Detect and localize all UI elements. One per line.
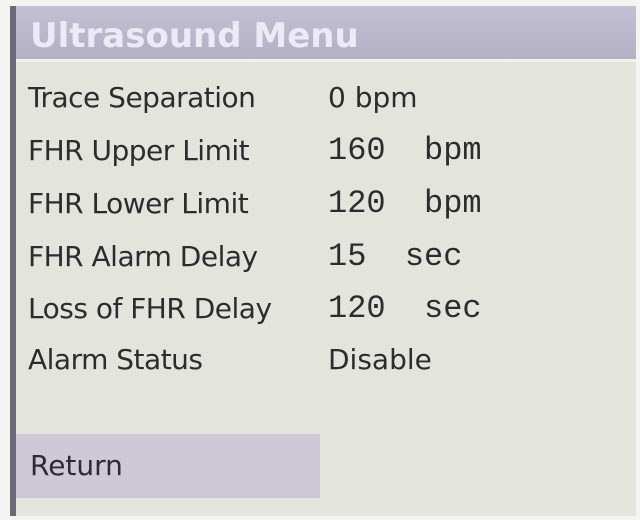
setting-label: FHR Alarm Delay [28,232,258,282]
menu-row[interactable]: Trace Separation 0 bpm [16,73,636,123]
setting-value: Disable [328,335,432,385]
menu-row[interactable]: Loss of FHR Delay 120 sec [16,284,636,334]
page: Ultrasound Menu Trace Separation0 bpmFHR… [0,0,640,520]
menu-row[interactable]: FHR Lower Limit 120 bpm [16,179,636,229]
setting-label: FHR Upper Limit [28,126,249,176]
menu-row[interactable]: FHR Alarm Delay 15 sec [16,232,636,282]
menu-row[interactable]: FHR Upper Limit 160 bpm [16,126,636,176]
setting-value: 160 bpm [328,126,482,176]
setting-value: 120 sec [328,284,482,334]
setting-value: 120 bpm [328,179,482,229]
return-button[interactable]: Return [16,434,320,498]
setting-label: Loss of FHR Delay [28,284,272,334]
setting-label: FHR Lower Limit [28,179,248,229]
menu-title: Ultrasound Menu [16,6,636,62]
setting-value: 15 sec [328,232,462,282]
setting-label: Trace Separation [28,73,255,123]
setting-label: Alarm Status [28,335,203,385]
menu-row[interactable]: Alarm Status Disable [16,335,636,385]
setting-value: 0 bpm [328,73,418,123]
